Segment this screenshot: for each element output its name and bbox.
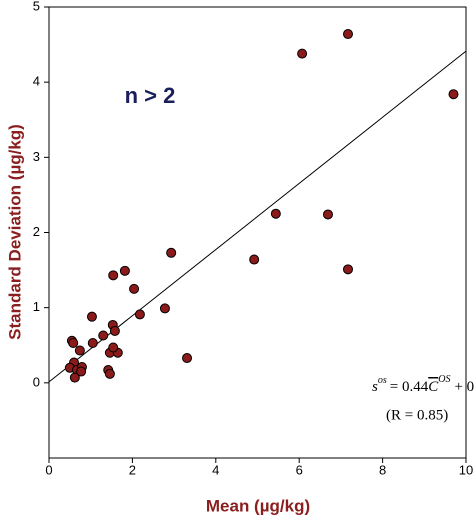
equation-var-sup: OS bbox=[438, 374, 450, 385]
x-tick-label: 8 bbox=[379, 462, 386, 477]
y-tick-label: 3 bbox=[33, 149, 40, 164]
point bbox=[108, 270, 119, 281]
x-tick-label: 0 bbox=[45, 462, 52, 477]
point bbox=[74, 345, 85, 356]
point bbox=[249, 254, 260, 265]
y-tick-label: 2 bbox=[33, 224, 40, 239]
point bbox=[342, 29, 353, 40]
point bbox=[104, 368, 115, 379]
y-tick-label: 4 bbox=[33, 74, 40, 89]
point bbox=[270, 208, 281, 219]
point bbox=[69, 372, 80, 383]
r-label: (R = 0.85) bbox=[386, 407, 448, 423]
point bbox=[134, 309, 145, 320]
point bbox=[448, 89, 459, 100]
point bbox=[119, 265, 130, 276]
x-tick-label: 2 bbox=[129, 462, 136, 477]
point bbox=[108, 342, 119, 353]
point bbox=[182, 353, 193, 364]
point bbox=[98, 330, 109, 341]
y-axis-label: Standard Deviation (µg/kg) bbox=[5, 124, 24, 340]
y-tick-label: 5 bbox=[33, 0, 40, 13]
equation-lhs-sup: os bbox=[378, 375, 387, 386]
x-tick-label: 6 bbox=[296, 462, 303, 477]
x-tick-label: 10 bbox=[459, 462, 473, 477]
y-tick-label: 1 bbox=[33, 299, 40, 314]
x-tick-label: 4 bbox=[212, 462, 219, 477]
point bbox=[322, 209, 333, 220]
equation-rest: + 0.013 bbox=[454, 379, 475, 395]
equation-middle: = 0.44 bbox=[390, 379, 429, 395]
point bbox=[297, 48, 308, 59]
point bbox=[166, 247, 177, 258]
point bbox=[109, 325, 120, 336]
point bbox=[159, 303, 170, 314]
equation: sos= 0.44COS + 0.013 bbox=[372, 374, 475, 395]
point bbox=[342, 264, 353, 275]
point bbox=[76, 366, 87, 377]
y-tick-label: 0 bbox=[33, 374, 40, 389]
annotation: n > 2 bbox=[125, 83, 176, 108]
point bbox=[129, 283, 140, 294]
equation-var: C bbox=[428, 379, 439, 395]
x-axis-label: Mean (µg/kg) bbox=[206, 496, 310, 515]
equation-lhs: s bbox=[372, 379, 378, 395]
point bbox=[87, 337, 98, 348]
point bbox=[86, 311, 97, 322]
point bbox=[68, 337, 79, 348]
fit-line bbox=[48, 50, 467, 383]
